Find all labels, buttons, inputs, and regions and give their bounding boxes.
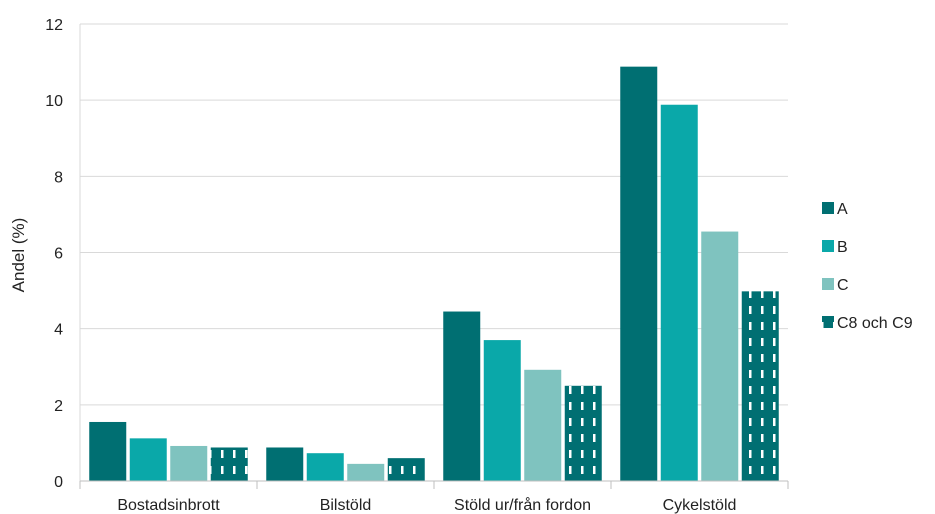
- bar: [170, 445, 208, 481]
- legend-swatch: [822, 240, 834, 252]
- legend-swatch: [822, 202, 834, 214]
- x-tick-label: Bostadsinbrott: [117, 497, 220, 514]
- bar: [741, 291, 779, 481]
- x-tick-labels: Bostadsinbrott Bilstöld Stöld ur/från ford…: [117, 496, 736, 514]
- legend: A B C C8 och C9: [822, 201, 913, 332]
- y-tick-label: 0: [54, 474, 63, 491]
- y-tick-label: 10: [45, 93, 63, 110]
- legend-label: B: [837, 239, 848, 256]
- y-tick-label: 6: [54, 246, 63, 263]
- legend-label: A: [837, 201, 848, 218]
- bar: [483, 340, 521, 481]
- y-axis-title: Andel (%): [9, 218, 28, 293]
- x-tick-label: Stöld ur/från fordon: [454, 496, 591, 514]
- bar: [701, 231, 739, 481]
- bar: [564, 385, 602, 481]
- legend-swatch: [822, 316, 834, 328]
- bar: [210, 447, 248, 481]
- y-tick-label: 4: [54, 322, 63, 339]
- y-tick-labels: 0 2 4 6 8 10 12: [45, 17, 63, 491]
- axes: [79, 24, 789, 489]
- legend-label: C8 och C9: [837, 315, 913, 332]
- x-tick-label: Cykelstöld: [663, 497, 737, 514]
- y-tick-label: 2: [54, 398, 63, 415]
- y-tick-label: 8: [54, 169, 63, 186]
- bar: [347, 463, 385, 481]
- bars: [89, 66, 779, 482]
- bar: [524, 369, 562, 481]
- legend-label: C: [837, 277, 849, 294]
- bar: [89, 421, 127, 481]
- bar: [266, 447, 304, 481]
- bar: [387, 458, 425, 481]
- bar: [620, 66, 658, 482]
- bar: [443, 311, 481, 481]
- bar: [129, 438, 167, 481]
- bar: [306, 453, 344, 481]
- legend-swatch: [822, 278, 834, 290]
- y-tick-label: 12: [45, 17, 63, 34]
- bar: [660, 104, 698, 481]
- x-tick-label: Bilstöld: [320, 497, 372, 514]
